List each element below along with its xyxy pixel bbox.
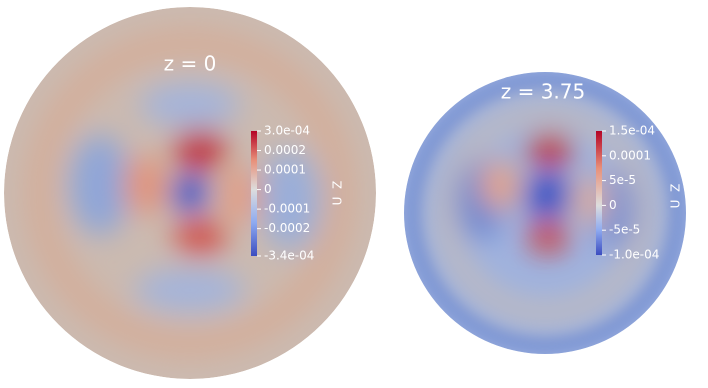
field-disc bbox=[4, 7, 376, 379]
colorbar-title: U Z bbox=[331, 179, 345, 206]
colorbar-tick-label: 0.0001 bbox=[264, 163, 306, 177]
colorbar bbox=[251, 131, 257, 256]
panel-label: z = 3.75 bbox=[501, 80, 586, 104]
colorbar-tick-label: -3.4e-04 bbox=[264, 249, 314, 263]
colorbar-tick-label: -0.0001 bbox=[264, 202, 310, 216]
colorbar-tick-label: -1.0e-04 bbox=[609, 248, 659, 262]
colorbar-tick-label: 1.5e-04 bbox=[609, 124, 655, 138]
field-disc bbox=[404, 72, 686, 354]
colorbar bbox=[596, 131, 602, 255]
colorbar-tick-label: 0 bbox=[609, 198, 617, 212]
colorbar-tick-label: -5e-5 bbox=[609, 223, 640, 237]
colorbar-tick-label: 0 bbox=[264, 182, 272, 196]
colorbar-tick-label: 0.0001 bbox=[609, 148, 651, 162]
panel-label: z = 0 bbox=[164, 52, 217, 76]
colorbar-tick-label: 5e-5 bbox=[609, 173, 636, 187]
colorbar-tick-label: 3.0e-04 bbox=[264, 124, 310, 138]
colorbar-tick-label: -0.0002 bbox=[264, 221, 310, 235]
colorbar-tick-label: 0.0002 bbox=[264, 143, 306, 157]
colorbar-title: U Z bbox=[669, 182, 683, 209]
